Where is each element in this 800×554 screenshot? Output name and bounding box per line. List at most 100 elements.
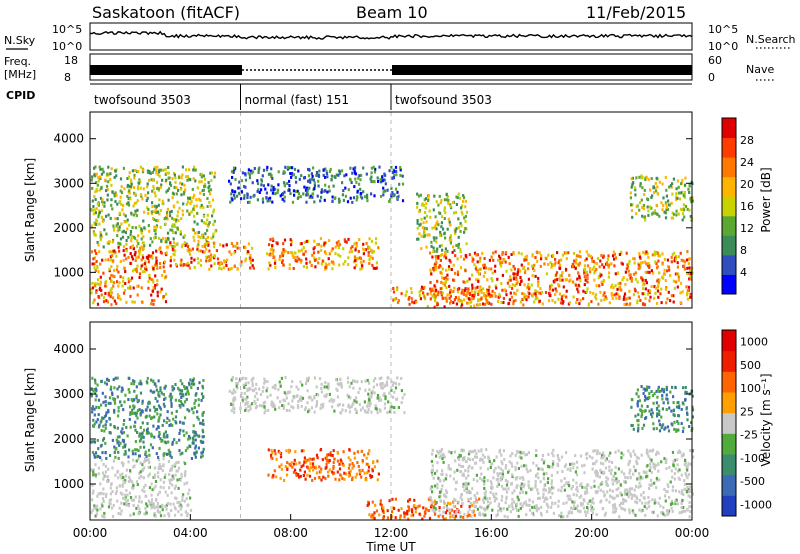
scatter-point [452,477,455,481]
scatter-point [137,457,140,461]
scatter-point [499,261,502,265]
scatter-point [607,264,610,268]
scatter-point [672,300,675,304]
scatter-point [614,272,617,276]
scatter-point [130,382,133,386]
scatter-point [678,511,681,515]
scatter-point [118,211,121,215]
scatter-point [642,302,645,306]
scatter-point [383,178,386,182]
scatter-point [315,404,318,408]
scatter-point [589,290,592,294]
scatter-point [285,473,289,477]
scatter-point [120,461,123,465]
scatter-point [452,211,456,215]
scatter-point [611,461,614,464]
scatter-point [230,266,233,270]
scatter-point [230,409,233,413]
scatter-point [184,449,188,453]
scatter-point [93,504,96,508]
scatter-point [112,397,115,401]
scatter-point [122,276,125,280]
scatter-point [213,262,216,266]
scatter-point [182,493,185,497]
scatter-point [172,248,175,252]
scatter-point [341,408,344,412]
scatter-point [675,498,678,502]
scatter-point [129,262,132,265]
scatter-point [497,481,500,485]
scatter-point [97,455,100,458]
scatter-point [676,261,679,265]
scatter-point [147,401,150,405]
scatter-point [469,497,472,501]
scatter-point [158,466,161,469]
scatter-point [431,464,434,468]
scatter-point [210,236,213,240]
scatter-point [601,453,604,457]
scatter-point [317,179,320,183]
scatter-point [603,291,606,295]
scatter-point [460,300,463,303]
scatter-point [456,509,459,512]
scatter-point [374,267,377,270]
scatter-point [275,475,278,479]
scatter-point [512,302,515,306]
scatter-point [132,382,135,386]
scatter-point [660,201,663,205]
scatter-point [540,513,543,517]
scatter-point [642,203,645,207]
scatter-point [682,259,685,263]
scatter-point [639,261,642,265]
scatter-point [162,265,165,269]
scatter-point [660,287,663,291]
scatter-point [91,405,95,409]
beam-title: Beam 10 [356,3,428,22]
scatter-point [183,387,187,391]
freq-tick-low: 8 [64,71,71,84]
scatter-point [525,258,528,262]
scatter-point [680,506,683,509]
scatter-point [169,182,172,186]
scatter-point [604,513,607,517]
scatter-point [453,249,456,253]
scatter-point [196,231,199,235]
scatter-point [230,378,233,382]
scatter-point [672,294,675,298]
scatter-point [605,480,608,484]
scatter-point [166,231,170,235]
scatter-point [263,411,266,415]
scatter-point [128,475,131,479]
scatter-point [180,402,183,406]
scatter-point [158,247,161,251]
scatter-point [492,476,495,480]
scatter-point [660,301,663,305]
scatter-point [279,255,282,258]
scatter-point [283,199,286,203]
scatter-point [656,279,659,283]
scatter-point [604,466,608,470]
scatter-point [545,472,548,475]
scatter-point [126,493,129,497]
scatter-point [401,396,404,400]
scatter-point [493,269,497,273]
scatter-point [444,211,447,215]
scatter-point [425,197,428,201]
scatter-point [539,264,542,268]
scatter-point [429,297,432,301]
scatter-point [514,468,517,472]
scatter-point [418,290,421,294]
scatter-point [578,302,581,306]
scatter-point [435,200,438,204]
scatter-point [572,265,575,269]
scatter-point [420,234,423,238]
scatter-point [338,403,341,406]
scatter-point [439,201,442,205]
scatter-point [514,299,517,302]
scatter-point [171,216,174,220]
scatter-point [599,488,602,492]
scatter-point [684,176,687,180]
scatter-point [164,237,168,241]
noise-right-tick-high: 10^5 [708,23,738,36]
